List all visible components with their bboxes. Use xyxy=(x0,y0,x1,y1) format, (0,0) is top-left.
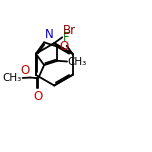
Text: O: O xyxy=(60,40,69,53)
Text: O: O xyxy=(34,90,43,102)
Text: F: F xyxy=(63,31,69,44)
Text: Br: Br xyxy=(63,24,76,37)
Text: CH₃: CH₃ xyxy=(68,57,87,67)
Text: N: N xyxy=(45,28,54,41)
Text: CH₃: CH₃ xyxy=(3,73,22,83)
Text: O: O xyxy=(21,64,30,76)
